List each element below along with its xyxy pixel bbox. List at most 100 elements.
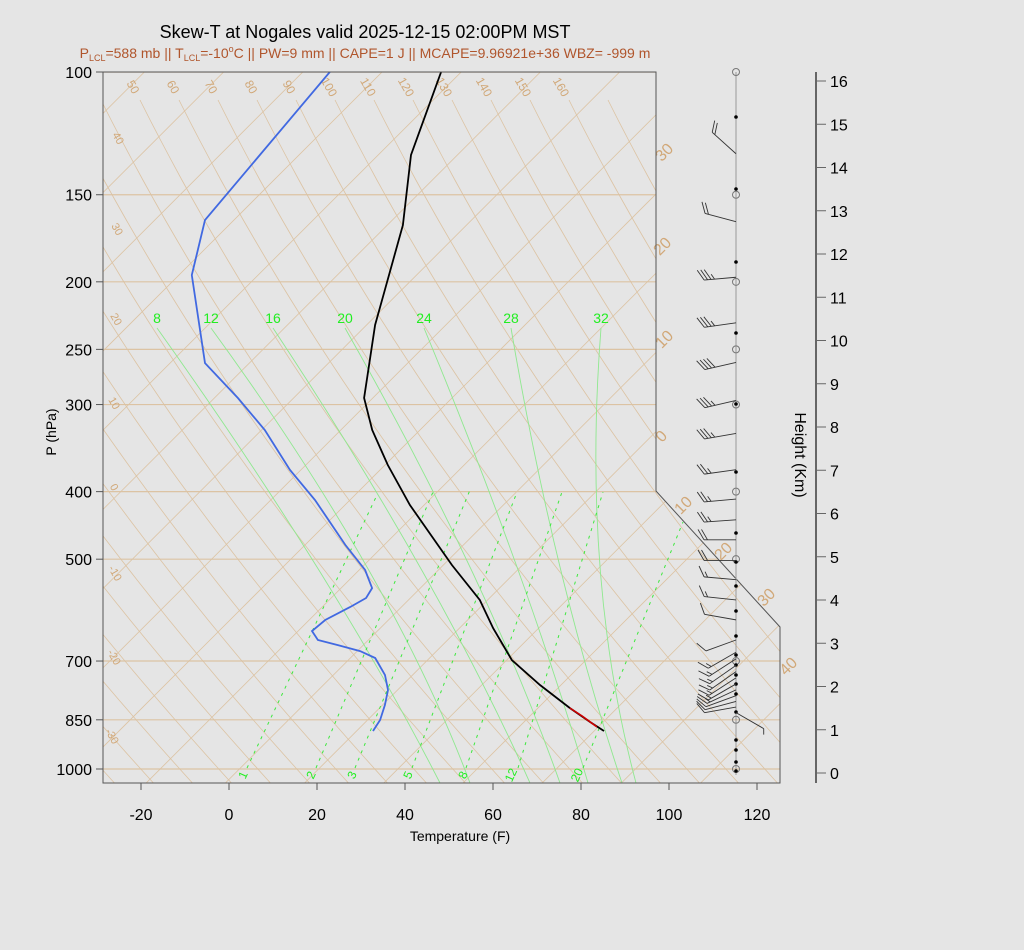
moist-adiabat-label: 20	[337, 310, 353, 326]
wind-barb-staff	[704, 276, 737, 281]
mandatory-level-marker	[732, 345, 740, 354]
y-tick-label: 200	[65, 275, 92, 292]
wind-barb-flag	[696, 703, 705, 713]
wind-barb-flag	[696, 317, 705, 328]
wind-barb	[699, 602, 737, 621]
wind-barb-staff	[708, 658, 737, 677]
height-level-dot	[734, 609, 738, 613]
wind-barb-staff	[708, 677, 737, 696]
y-tick-label: 250	[65, 342, 92, 359]
wind-barb	[698, 671, 737, 691]
wind-barb-flag	[710, 273, 715, 280]
wind-barb-flag	[703, 316, 712, 327]
wind-barb-flag	[696, 698, 707, 708]
wind-barb-flag	[697, 529, 705, 541]
dry-adiabat-line	[178, 99, 695, 783]
wind-barb	[701, 201, 737, 223]
subtitle-deg: o	[229, 44, 234, 54]
dry-adiabat-label: 100	[318, 75, 340, 100]
wind-barb	[698, 658, 737, 677]
height-tick-label: 15	[830, 117, 848, 134]
x-tick-label: 100	[656, 807, 683, 824]
wind-barb	[696, 428, 737, 440]
wind-barb	[696, 639, 737, 652]
wind-barb-flag	[700, 491, 708, 502]
wind-barb-flag	[696, 398, 706, 408]
isotherm-line	[369, 72, 780, 783]
wind-barb-flag	[696, 464, 705, 475]
wind-barb	[696, 511, 737, 523]
dry-adiabat-line	[103, 99, 539, 783]
wind-barb-flag	[696, 642, 707, 652]
isotherm-line	[211, 72, 780, 783]
dry-adiabat-label: 160	[550, 75, 572, 100]
dry-adiabat-line	[529, 99, 780, 783]
wind-barb-staff	[704, 706, 737, 714]
height-tick-label: 7	[830, 463, 839, 480]
moist-adiabat-line	[510, 327, 623, 783]
wind-barb-staff	[735, 712, 764, 729]
dry-adiabat-line	[103, 99, 617, 783]
height-level-dot	[734, 470, 738, 474]
height-level-dot	[734, 748, 738, 752]
dry-adiabat-label: 150	[512, 75, 534, 100]
chart-subtitle: PLCL=588 mb || TLCL=-10oC || PW=9 mm || …	[80, 44, 651, 63]
dry-adiabat-label: 50	[124, 78, 143, 97]
isotherm-label: 30	[755, 585, 780, 610]
dry-adiabat-line	[103, 99, 344, 783]
wind-barb-flag	[697, 549, 705, 561]
wind-barb-flag	[698, 689, 710, 696]
wind-barb-flag	[710, 400, 716, 406]
dry-adiabat-label: 60	[164, 78, 183, 97]
wind-barb-flag	[706, 671, 713, 675]
wind-barb-staff	[704, 701, 737, 711]
dry-adiabat-line	[103, 99, 422, 783]
plot-frame	[102, 71, 781, 784]
isotherm-line	[131, 72, 780, 783]
wind-barb-staff	[704, 576, 737, 581]
isotherm-line	[103, 72, 556, 783]
wind-barb-flag	[706, 358, 716, 368]
wind-barb-staff	[706, 689, 737, 704]
wind-barb-flag	[705, 694, 712, 699]
wind-barb-flag	[703, 358, 712, 369]
wind-barb-flag	[707, 678, 713, 683]
wind-barb-flag	[710, 432, 716, 438]
subtitle-t-val: =-10	[200, 45, 229, 61]
wind-barb-flag	[696, 491, 705, 503]
wind-barb-flag	[699, 397, 709, 408]
isotherm-line	[103, 72, 635, 783]
isotherm-line	[845, 57, 1024, 797]
height-level-dot	[734, 560, 738, 564]
mixing-ratio-line	[354, 489, 471, 769]
wind-barbs	[696, 68, 765, 775]
isotherm-line	[527, 72, 780, 783]
wind-barb	[698, 664, 737, 685]
wind-barb	[698, 677, 737, 696]
x-tick-label: 0	[225, 807, 234, 824]
moist-adiabat-label: 28	[503, 310, 519, 326]
moist-adiabat-line	[272, 327, 531, 783]
wind-barb	[696, 358, 737, 371]
isotherm-line	[0, 57, 80, 797]
moist-adiabat-label: 16	[265, 310, 281, 326]
x-tick-label: 20	[308, 807, 326, 824]
height-level-dot	[734, 260, 738, 264]
isotherm-label: 20	[107, 311, 124, 328]
dry-adiabat-line	[295, 99, 780, 783]
wind-barb-flag	[700, 269, 708, 280]
wind-barb-staff	[705, 695, 737, 708]
y-tick-label: 300	[65, 398, 92, 415]
dry-adiabat-line	[490, 99, 780, 783]
wind-barb-staff	[704, 469, 737, 475]
mixing-ratio-label: 1	[235, 769, 251, 781]
subtitle-p: P	[80, 45, 89, 61]
dry-adiabat-line	[103, 99, 305, 783]
height-tick-label: 13	[830, 204, 848, 221]
wind-barb-flag	[703, 269, 712, 280]
wind-barb-staff	[704, 519, 737, 523]
height-level-dot	[734, 115, 738, 119]
y-tick-label: 700	[65, 654, 92, 671]
height-tick-label: 5	[830, 550, 839, 567]
isotherm-line	[607, 72, 780, 783]
